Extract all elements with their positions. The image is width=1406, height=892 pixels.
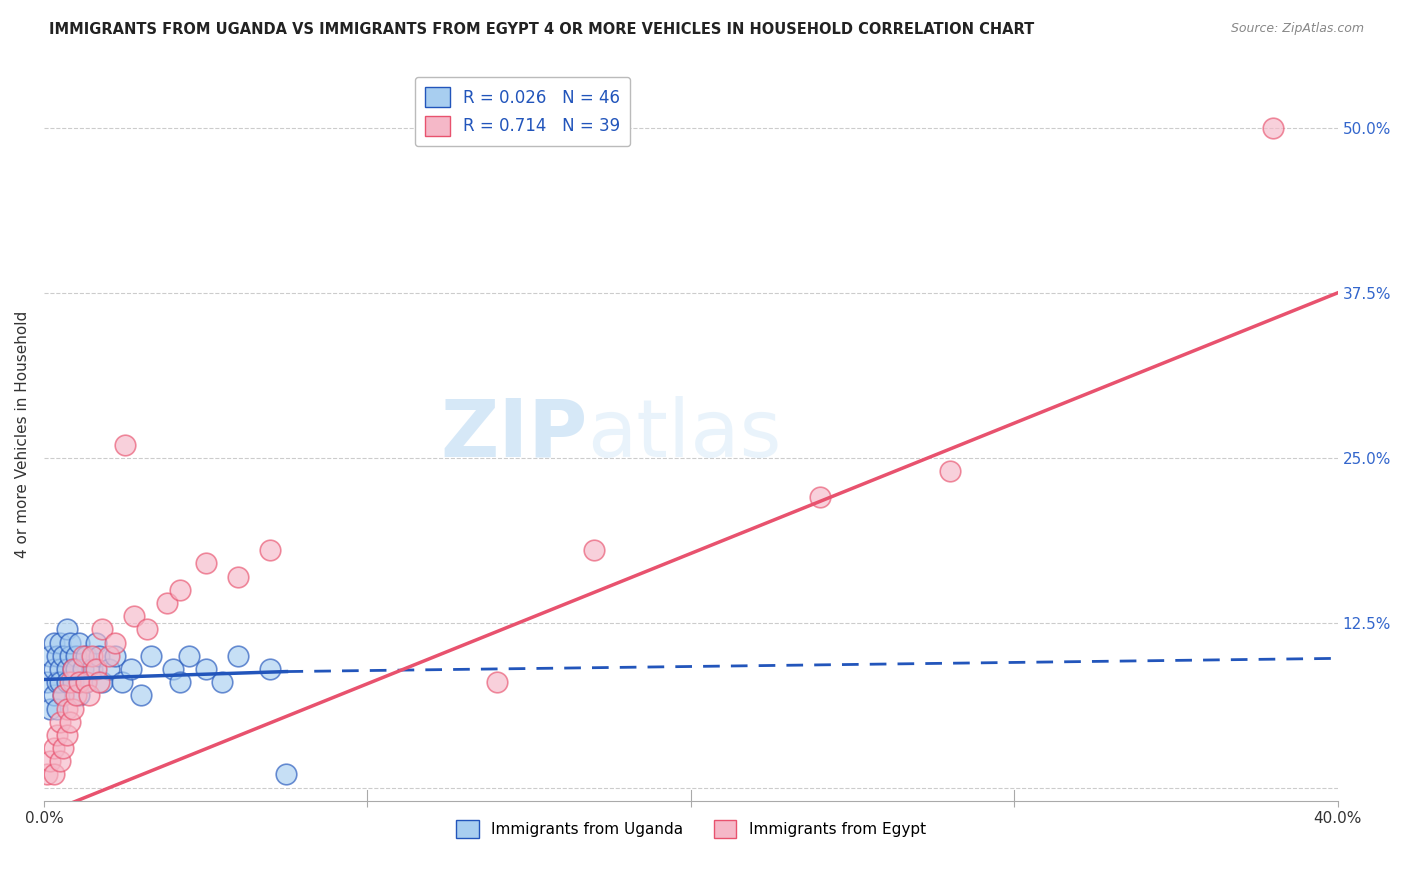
Point: [82, 662, 104, 676]
Point: [62, 701, 84, 715]
Point: [808, 491, 831, 505]
Point: [120, 662, 142, 676]
Point: [582, 543, 605, 558]
Point: [45, 701, 67, 715]
Point: [59, 675, 82, 690]
Text: Source: ZipAtlas.com: Source: ZipAtlas.com: [1230, 22, 1364, 36]
Point: [226, 569, 249, 583]
Point: [194, 557, 217, 571]
Point: [75, 675, 97, 690]
Text: atlas: atlas: [588, 396, 782, 474]
Point: [75, 648, 97, 663]
Point: [259, 662, 281, 676]
Point: [938, 464, 960, 478]
Point: [87, 648, 110, 663]
Point: [37, 767, 59, 781]
Point: [37, 675, 59, 690]
Point: [45, 728, 67, 742]
Point: [52, 648, 75, 663]
Point: [55, 728, 77, 742]
Point: [226, 648, 249, 663]
Point: [124, 609, 146, 624]
Point: [69, 689, 91, 703]
Point: [87, 675, 110, 690]
Point: [139, 648, 162, 663]
Point: [114, 437, 136, 451]
Point: [179, 648, 201, 663]
Text: ZIP: ZIP: [440, 396, 588, 474]
Point: [52, 741, 75, 756]
Point: [69, 635, 91, 649]
Point: [211, 675, 233, 690]
Point: [45, 648, 67, 663]
Point: [169, 582, 191, 597]
Point: [59, 635, 82, 649]
Point: [49, 662, 72, 676]
Point: [91, 675, 114, 690]
Point: [77, 689, 100, 703]
Legend: Immigrants from Uganda, Immigrants from Egypt: Immigrants from Uganda, Immigrants from …: [450, 814, 932, 845]
Point: [104, 635, 127, 649]
Point: [110, 675, 132, 690]
Point: [72, 648, 94, 663]
Point: [65, 689, 87, 703]
Point: [42, 767, 65, 781]
Point: [62, 662, 84, 676]
Point: [84, 635, 107, 649]
Point: [136, 623, 159, 637]
Point: [55, 662, 77, 676]
Point: [49, 714, 72, 729]
Point: [156, 596, 179, 610]
Point: [84, 662, 107, 676]
Point: [42, 689, 65, 703]
Point: [276, 767, 298, 781]
Point: [59, 714, 82, 729]
Point: [42, 741, 65, 756]
Point: [49, 635, 72, 649]
Point: [52, 689, 75, 703]
Point: [62, 662, 84, 676]
Point: [97, 648, 120, 663]
Point: [49, 675, 72, 690]
Point: [65, 662, 87, 676]
Point: [129, 689, 152, 703]
Point: [91, 623, 114, 637]
Point: [45, 675, 67, 690]
Text: IMMIGRANTS FROM UGANDA VS IMMIGRANTS FROM EGYPT 4 OR MORE VEHICLES IN HOUSEHOLD : IMMIGRANTS FROM UGANDA VS IMMIGRANTS FRO…: [49, 22, 1035, 37]
Point: [49, 754, 72, 768]
Point: [39, 701, 62, 715]
Point: [169, 675, 191, 690]
Point: [55, 701, 77, 715]
Point: [97, 662, 120, 676]
Point: [55, 675, 77, 690]
Point: [55, 623, 77, 637]
Point: [82, 648, 104, 663]
Point: [39, 648, 62, 663]
Point: [62, 675, 84, 690]
Point: [39, 754, 62, 768]
Point: [75, 675, 97, 690]
Point: [42, 635, 65, 649]
Point: [65, 648, 87, 663]
Point: [52, 689, 75, 703]
Point: [72, 662, 94, 676]
Point: [485, 675, 508, 690]
Point: [42, 662, 65, 676]
Point: [1261, 120, 1284, 135]
Point: [162, 662, 184, 676]
Point: [104, 648, 127, 663]
Point: [194, 662, 217, 676]
Point: [259, 543, 281, 558]
Y-axis label: 4 or more Vehicles in Household: 4 or more Vehicles in Household: [15, 311, 30, 558]
Point: [59, 648, 82, 663]
Point: [69, 675, 91, 690]
